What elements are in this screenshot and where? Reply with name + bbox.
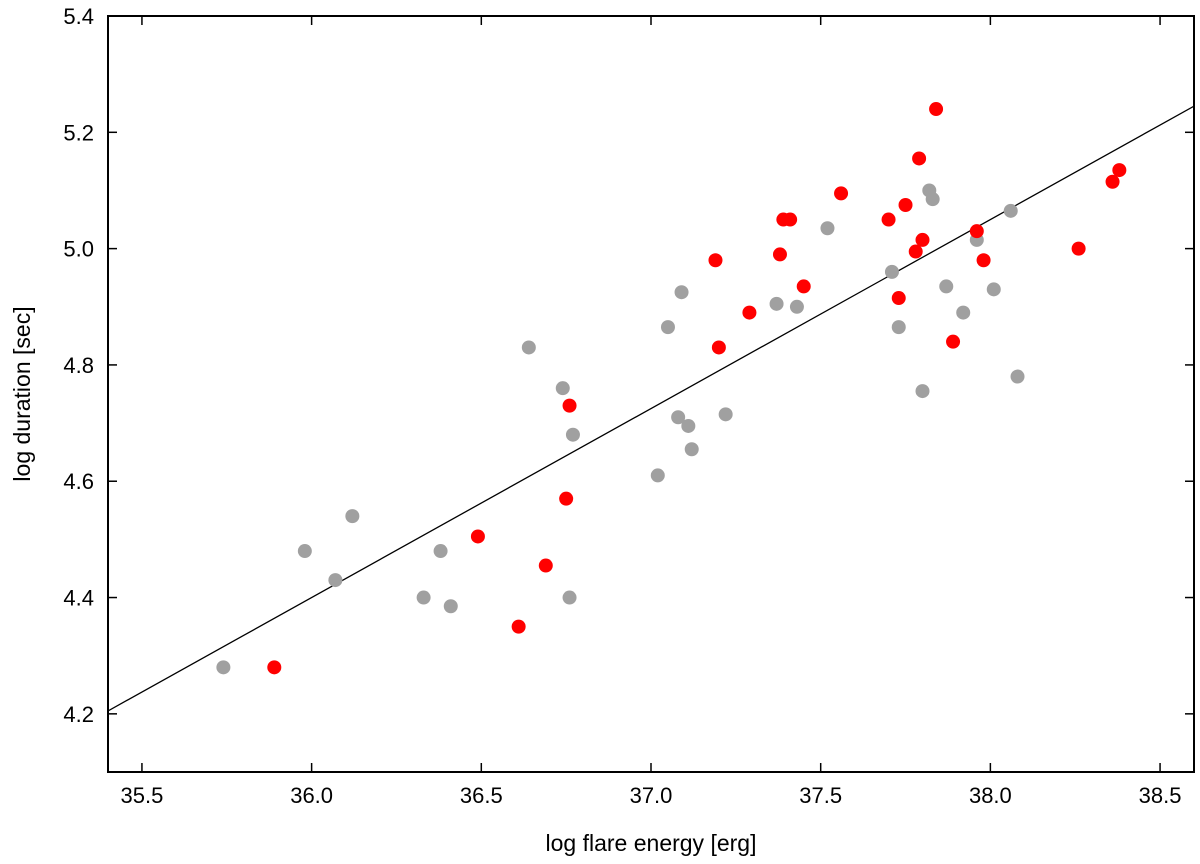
data-point	[783, 212, 798, 227]
data-point	[650, 468, 665, 483]
data-point	[521, 340, 536, 355]
data-point	[929, 102, 944, 117]
data-point	[742, 305, 757, 320]
y-tick-label: 5.2	[63, 120, 94, 145]
data-point	[345, 509, 360, 524]
data-point	[789, 299, 804, 314]
x-tick-label: 36.0	[290, 783, 333, 808]
y-tick-label: 4.6	[63, 469, 94, 494]
y-axis-label: log duration [sec]	[9, 306, 35, 481]
y-tick-label: 5.0	[63, 237, 94, 262]
data-point	[956, 305, 971, 320]
data-point	[565, 427, 580, 442]
data-point	[912, 151, 927, 166]
data-point	[297, 544, 312, 559]
data-point	[216, 660, 231, 675]
data-point	[267, 660, 282, 675]
y-tick-label: 4.8	[63, 353, 94, 378]
data-point	[925, 192, 940, 207]
y-tick-labels: 4.2 4.4 4.6 4.8 5.0 5.2 5.4	[63, 4, 94, 727]
data-point	[1105, 174, 1120, 189]
data-point	[915, 232, 930, 247]
tick-marks-layer	[108, 15, 1194, 772]
data-point	[681, 418, 696, 433]
data-point	[834, 186, 849, 201]
data-point	[1003, 203, 1018, 218]
x-tick-label: 37.0	[630, 783, 673, 808]
data-point	[908, 244, 923, 259]
data-point	[939, 279, 954, 294]
data-point	[1071, 241, 1086, 256]
x-tick-label: 37.5	[799, 783, 842, 808]
fit-line	[108, 105, 1194, 712]
data-point	[562, 590, 577, 605]
x-tick-label: 35.5	[121, 783, 164, 808]
x-axis-label: log flare energy [erg]	[546, 830, 757, 856]
x-tick-label: 36.5	[460, 783, 503, 808]
data-point	[511, 619, 526, 634]
x-tick-label: 38.0	[969, 783, 1012, 808]
data-point	[674, 285, 689, 300]
data-point	[796, 279, 811, 294]
data-point	[708, 253, 723, 268]
data-point	[555, 381, 570, 396]
data-point	[969, 224, 984, 239]
data-point	[1010, 369, 1025, 384]
data-point	[891, 320, 906, 335]
data-point	[891, 291, 906, 306]
data-point	[470, 529, 485, 544]
data-point	[433, 544, 448, 559]
data-point	[684, 442, 699, 457]
y-tick-label: 4.4	[63, 586, 94, 611]
plot-frame	[107, 15, 1195, 773]
data-point	[660, 320, 675, 335]
x-tick-label: 38.5	[1139, 783, 1182, 808]
data-point	[443, 599, 458, 614]
data-point	[1112, 163, 1127, 178]
data-point	[772, 247, 787, 262]
data-point	[986, 282, 1001, 297]
fit-line-layer	[108, 105, 1194, 712]
data-point	[718, 407, 733, 422]
data-point	[538, 558, 553, 573]
data-point	[328, 573, 343, 588]
data-point	[711, 340, 726, 355]
data-point	[976, 253, 991, 268]
data-point	[671, 410, 686, 425]
data-point	[884, 264, 899, 279]
data-point	[559, 491, 574, 506]
data-point	[562, 398, 577, 413]
x-tick-labels: 35.5 36.0 36.5 37.0 37.5 38.0 38.5	[121, 783, 1182, 808]
data-point	[898, 198, 913, 212]
data-point	[946, 334, 961, 349]
data-point	[416, 590, 431, 605]
data-point	[881, 212, 896, 227]
data-point	[820, 221, 835, 236]
y-tick-label: 5.4	[63, 4, 94, 29]
data-points-layer	[216, 102, 1127, 675]
data-point	[915, 384, 930, 399]
y-tick-label: 4.2	[63, 702, 94, 727]
data-point	[769, 296, 784, 311]
